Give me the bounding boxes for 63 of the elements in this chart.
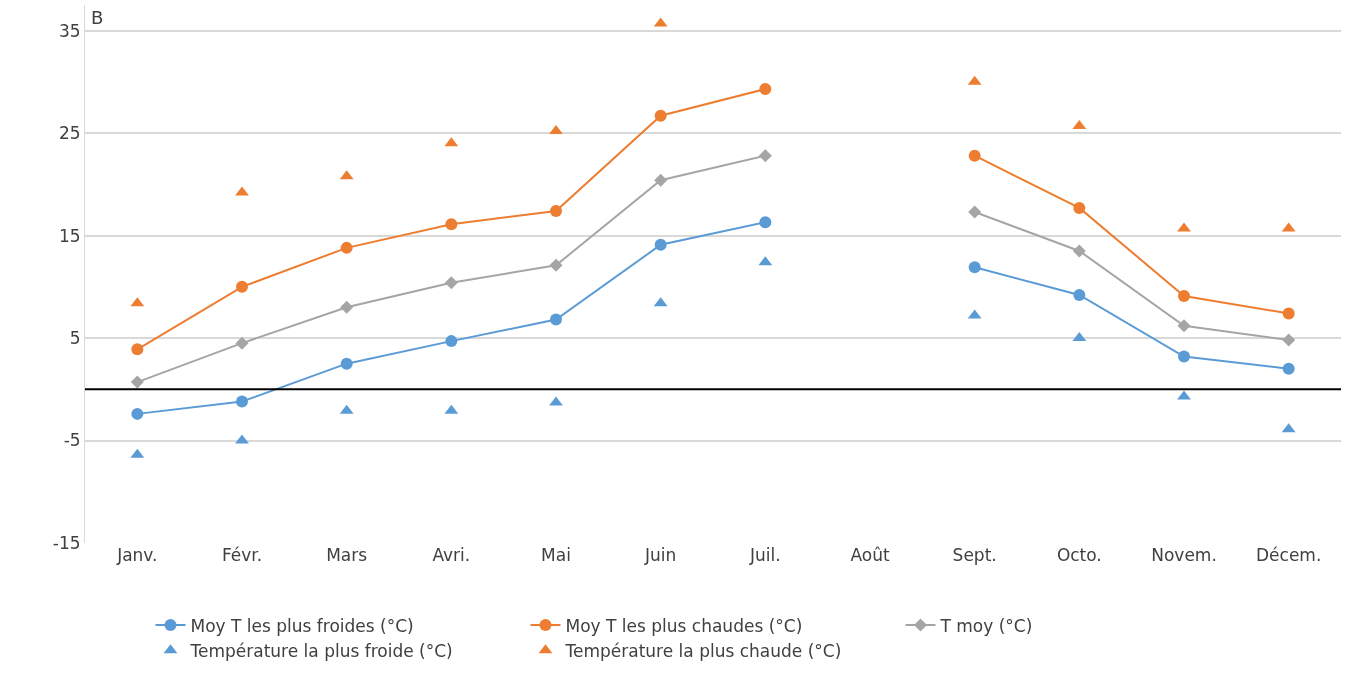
point: [445, 218, 458, 231]
point: [131, 407, 144, 420]
x-tick-label: Octo.: [1056, 545, 1102, 565]
point: [1073, 201, 1086, 214]
point: [968, 149, 981, 162]
legend-label: Température la plus chaude (°C): [564, 640, 842, 661]
point: [235, 186, 249, 196]
point: [968, 261, 981, 274]
x-tick-label: Août: [850, 545, 890, 565]
point: [1177, 319, 1191, 333]
point: [1282, 307, 1295, 320]
point: [550, 204, 562, 217]
annotation: B: [91, 7, 104, 28]
point: [968, 205, 982, 219]
point: [445, 335, 458, 348]
x-tick-label: Sept.: [952, 545, 997, 565]
point: [549, 125, 563, 135]
point: [1282, 362, 1295, 375]
legend-label: Température la plus froide (°C): [189, 640, 453, 661]
point: [1177, 390, 1191, 400]
x-tick-label: Mai: [541, 545, 571, 565]
y-tick-label: 25: [58, 123, 81, 144]
point: [758, 149, 772, 163]
x-tick-label: Avri.: [432, 545, 471, 565]
point: [759, 216, 772, 229]
y-tick-label: -5: [63, 430, 81, 451]
point: [549, 396, 563, 406]
point: [340, 241, 353, 254]
point: [1072, 244, 1086, 258]
point: [654, 173, 668, 187]
x-tick-label: Févr.: [221, 545, 263, 565]
point: [654, 109, 667, 122]
point: [1178, 290, 1190, 303]
legend-label: T moy (°C): [939, 615, 1033, 636]
point: [1178, 350, 1190, 363]
point: [1073, 289, 1086, 301]
point: [236, 395, 248, 408]
point: [759, 83, 772, 96]
point: [550, 313, 562, 326]
legend-label: Moy T les plus froides (°C): [190, 615, 414, 636]
point: [131, 343, 144, 356]
x-tick-label: Juin: [644, 545, 677, 565]
y-tick-label: 15: [58, 225, 81, 246]
point: [1177, 222, 1191, 232]
y-tick-label: -15: [52, 532, 81, 553]
legend-label: Moy T les plus chaudes (°C): [565, 615, 803, 636]
point: [1282, 333, 1296, 347]
point: [130, 375, 144, 389]
point: [444, 276, 458, 290]
y-tick-label: 35: [58, 20, 81, 41]
point: [340, 357, 353, 370]
x-tick-label: Juil.: [749, 545, 781, 565]
point: [549, 258, 563, 272]
point: [236, 280, 248, 293]
x-tick-label: Janv.: [116, 545, 158, 565]
point: [235, 336, 249, 350]
y-tick-label: 5: [69, 328, 81, 348]
x-tick-label: Mars: [326, 545, 368, 565]
point: [235, 434, 249, 444]
x-tick-label: Novem.: [1151, 545, 1217, 565]
x-tick-label: Décem.: [1256, 545, 1322, 565]
point: [654, 238, 667, 251]
point: [340, 300, 354, 314]
